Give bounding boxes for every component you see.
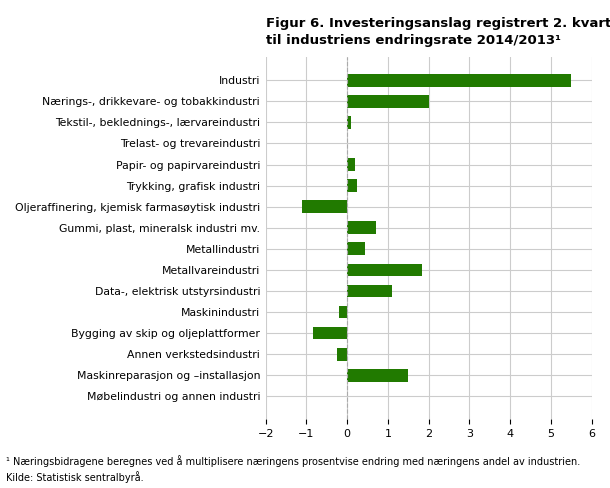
Bar <box>337 348 347 361</box>
Bar <box>312 327 347 340</box>
Bar <box>347 95 429 108</box>
Bar <box>347 222 376 234</box>
Bar <box>347 285 392 297</box>
Bar <box>303 201 347 213</box>
Bar <box>347 158 355 171</box>
Bar <box>347 116 351 129</box>
Bar <box>347 243 365 255</box>
Bar <box>339 305 347 318</box>
Bar <box>347 74 571 86</box>
Bar <box>347 179 357 192</box>
Bar <box>347 369 408 382</box>
Text: ¹ Næringsbidragene beregnes ved å multiplisere næringens prosentvise endring med: ¹ Næringsbidragene beregnes ved å multip… <box>6 455 580 483</box>
Text: Figur 6. Investeringsanslag registrert 2. kvartal samme år. Næringenes bidrag
ti: Figur 6. Investeringsanslag registrert 2… <box>266 15 610 46</box>
Bar <box>347 264 423 276</box>
